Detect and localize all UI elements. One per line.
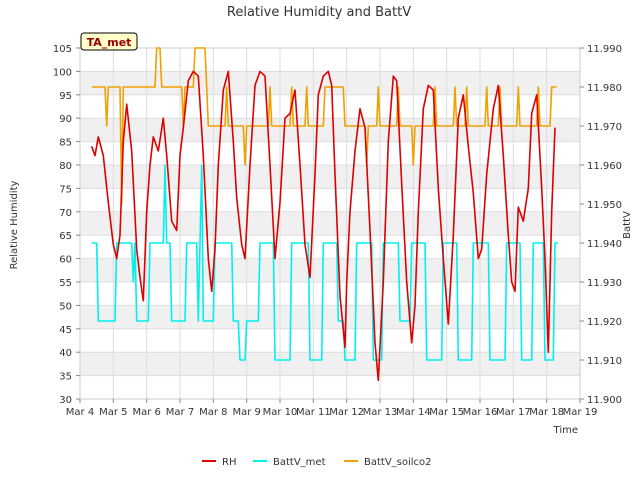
annotation-box: TA_met <box>80 32 138 51</box>
x-tick-label: Mar 13 <box>363 407 398 418</box>
x-tick-label: Mar 4 <box>66 407 94 418</box>
background-band <box>80 258 580 282</box>
background-band <box>80 305 580 329</box>
y-tick-label: 105 <box>53 44 72 55</box>
x-tick-label: Mar 15 <box>429 407 464 418</box>
y2-tick-label: 11.970 <box>587 122 622 133</box>
y2-axis-label: BattV <box>622 211 633 239</box>
legend-label: BattV_soilco2 <box>364 457 432 468</box>
y-tick-label: 95 <box>59 91 72 102</box>
y2-tick-label: 11.940 <box>587 239 622 250</box>
chart-title: Relative Humidity and BattV <box>227 5 411 20</box>
x-tick-label: Mar 17 <box>496 407 531 418</box>
x-axis-label: Time <box>553 425 578 436</box>
y-axis-right: 11.900 11.910 11.920 11.930 11.940 11.950 11.9… <box>580 44 622 406</box>
y-tick-label: 45 <box>59 325 72 336</box>
annotation-text: TA_met <box>87 36 132 49</box>
background-band <box>80 352 580 376</box>
y-tick-label: 65 <box>59 231 72 242</box>
y-tick-label: 50 <box>59 301 72 312</box>
y-tick-label: 70 <box>59 208 72 219</box>
y-tick-label: 75 <box>59 184 72 195</box>
series-line-rh <box>90 70 556 382</box>
plot-background-bands <box>80 71 580 376</box>
y-tick-label: 90 <box>59 114 72 125</box>
legend-label: BattV_met <box>273 457 326 468</box>
series-line-battv-met <box>91 164 559 361</box>
y-tick-label: 55 <box>59 278 72 289</box>
y-tick-label: 35 <box>59 372 72 383</box>
x-tick-label: Mar 8 <box>199 407 227 418</box>
y-axis-left: 30 35 40 45 50 55 60 65 70 75 80 85 90 95 100 105 <box>53 44 80 406</box>
series-layer <box>90 47 559 382</box>
x-tick-label: Mar 6 <box>132 407 160 418</box>
series-line-battv-soilco2 <box>91 47 557 205</box>
x-tick-label: Mar 18 <box>529 407 564 418</box>
legend: RH BattV_met BattV_soilco2 <box>202 457 432 468</box>
plot-frame <box>79 47 581 400</box>
y2-tick-label: 11.990 <box>587 44 622 55</box>
x-axis: Mar 4 Mar 5 Mar 6 Mar 7 Mar 8 Mar 9 Mar 10Mar … <box>66 399 598 418</box>
background-band <box>80 211 580 236</box>
y2-tick-label: 11.910 <box>587 356 622 367</box>
x-tick-label: Mar 12 <box>329 407 364 418</box>
x-tick-label: Mar 19 <box>563 407 598 418</box>
y-tick-label: 100 <box>53 67 72 78</box>
y-tick-label: 85 <box>59 138 72 149</box>
x-tick-label: Mar 9 <box>232 407 260 418</box>
legend-label: RH <box>222 457 236 468</box>
y-tick-label: 30 <box>59 395 72 406</box>
background-band <box>80 118 580 142</box>
y-tick-label: 60 <box>59 255 72 266</box>
y2-tick-label: 11.900 <box>587 395 622 406</box>
x-tick-label: Mar 16 <box>463 407 498 418</box>
y2-tick-label: 11.980 <box>587 83 622 94</box>
x-tick-label: Mar 11 <box>296 407 331 418</box>
y2-tick-label: 11.960 <box>587 161 622 172</box>
y2-tick-label: 11.950 <box>587 200 622 211</box>
y-tick-label: 80 <box>59 161 72 172</box>
y2-tick-label: 11.930 <box>587 278 622 289</box>
y-tick-label: 40 <box>59 348 72 359</box>
y2-tick-label: 11.920 <box>587 317 622 328</box>
annotation-box-background <box>80 32 138 51</box>
x-tick-label: Mar 5 <box>99 407 127 418</box>
y-axis-label: Relative Humidity <box>9 181 20 270</box>
x-tick-label: Mar 10 <box>263 407 298 418</box>
x-tick-label: Mar 7 <box>166 407 194 418</box>
x-tick-label: Mar 14 <box>396 407 431 418</box>
